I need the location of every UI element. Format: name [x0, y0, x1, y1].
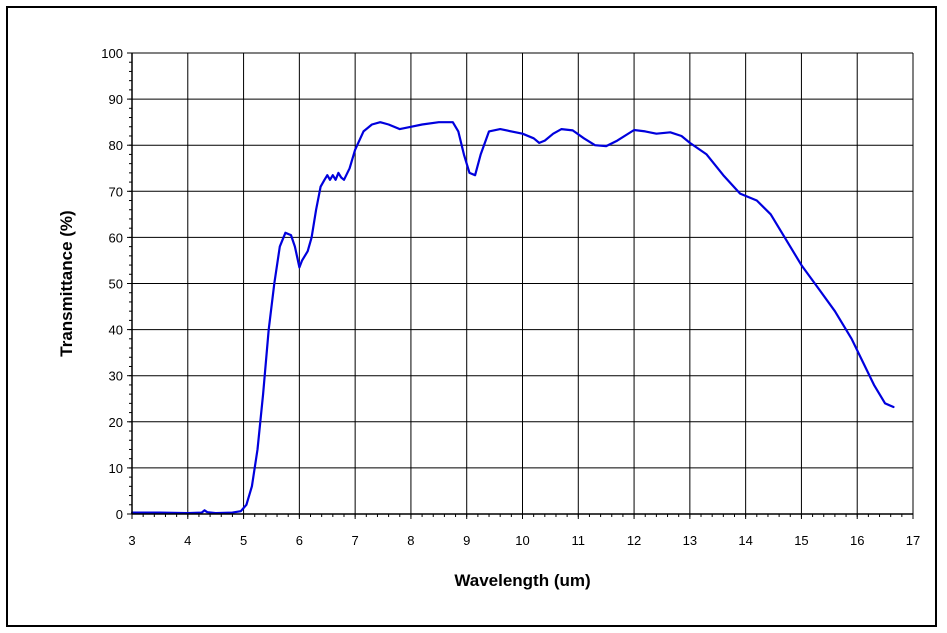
x-tick-label: 10	[515, 533, 529, 548]
y-tick-label: 0	[116, 507, 123, 522]
x-tick-label: 14	[738, 533, 752, 548]
y-tick-label: 90	[109, 92, 123, 107]
data-layer	[130, 121, 895, 515]
y-axis-title: Transmittance (%)	[57, 210, 76, 356]
y-tick-label: 50	[109, 277, 123, 292]
x-tick-label: 8	[407, 533, 414, 548]
y-tick-label: 40	[109, 323, 123, 338]
x-tick-label: 12	[627, 533, 641, 548]
y-tick-label: 60	[109, 230, 123, 245]
y-tick-label: 70	[109, 184, 123, 199]
x-tick-label: 16	[850, 533, 864, 548]
y-tick-label: 10	[109, 461, 123, 476]
x-tick-label: 4	[184, 533, 191, 548]
y-tick-label: 30	[109, 369, 123, 384]
x-tick-label: 5	[240, 533, 247, 548]
y-tick-label: 20	[109, 415, 123, 430]
x-tick-label: 17	[906, 533, 920, 548]
x-tick-label: 7	[352, 533, 359, 548]
grid-lines	[132, 52, 914, 514]
x-tick-labels: 3 4 5 6 7 8 9 10 11 12 13 14 15 16 17	[128, 533, 920, 548]
x-tick-label: 3	[128, 533, 135, 548]
x-tick-label: 11	[572, 533, 586, 548]
x-tick-label: 9	[463, 533, 470, 548]
series-line-0	[130, 121, 895, 515]
y-tick-label: 100	[101, 46, 123, 61]
x-tick-label: 13	[683, 533, 697, 548]
y-tick-label: 80	[109, 138, 123, 153]
y-tick-labels: 0 10 20 30 40 50 60 70 80 90 100	[101, 46, 123, 522]
axes	[127, 52, 914, 519]
x-tick-label: 15	[794, 533, 808, 548]
x-tick-label: 6	[296, 533, 303, 548]
x-axis-title: Wavelength (um)	[454, 571, 590, 590]
